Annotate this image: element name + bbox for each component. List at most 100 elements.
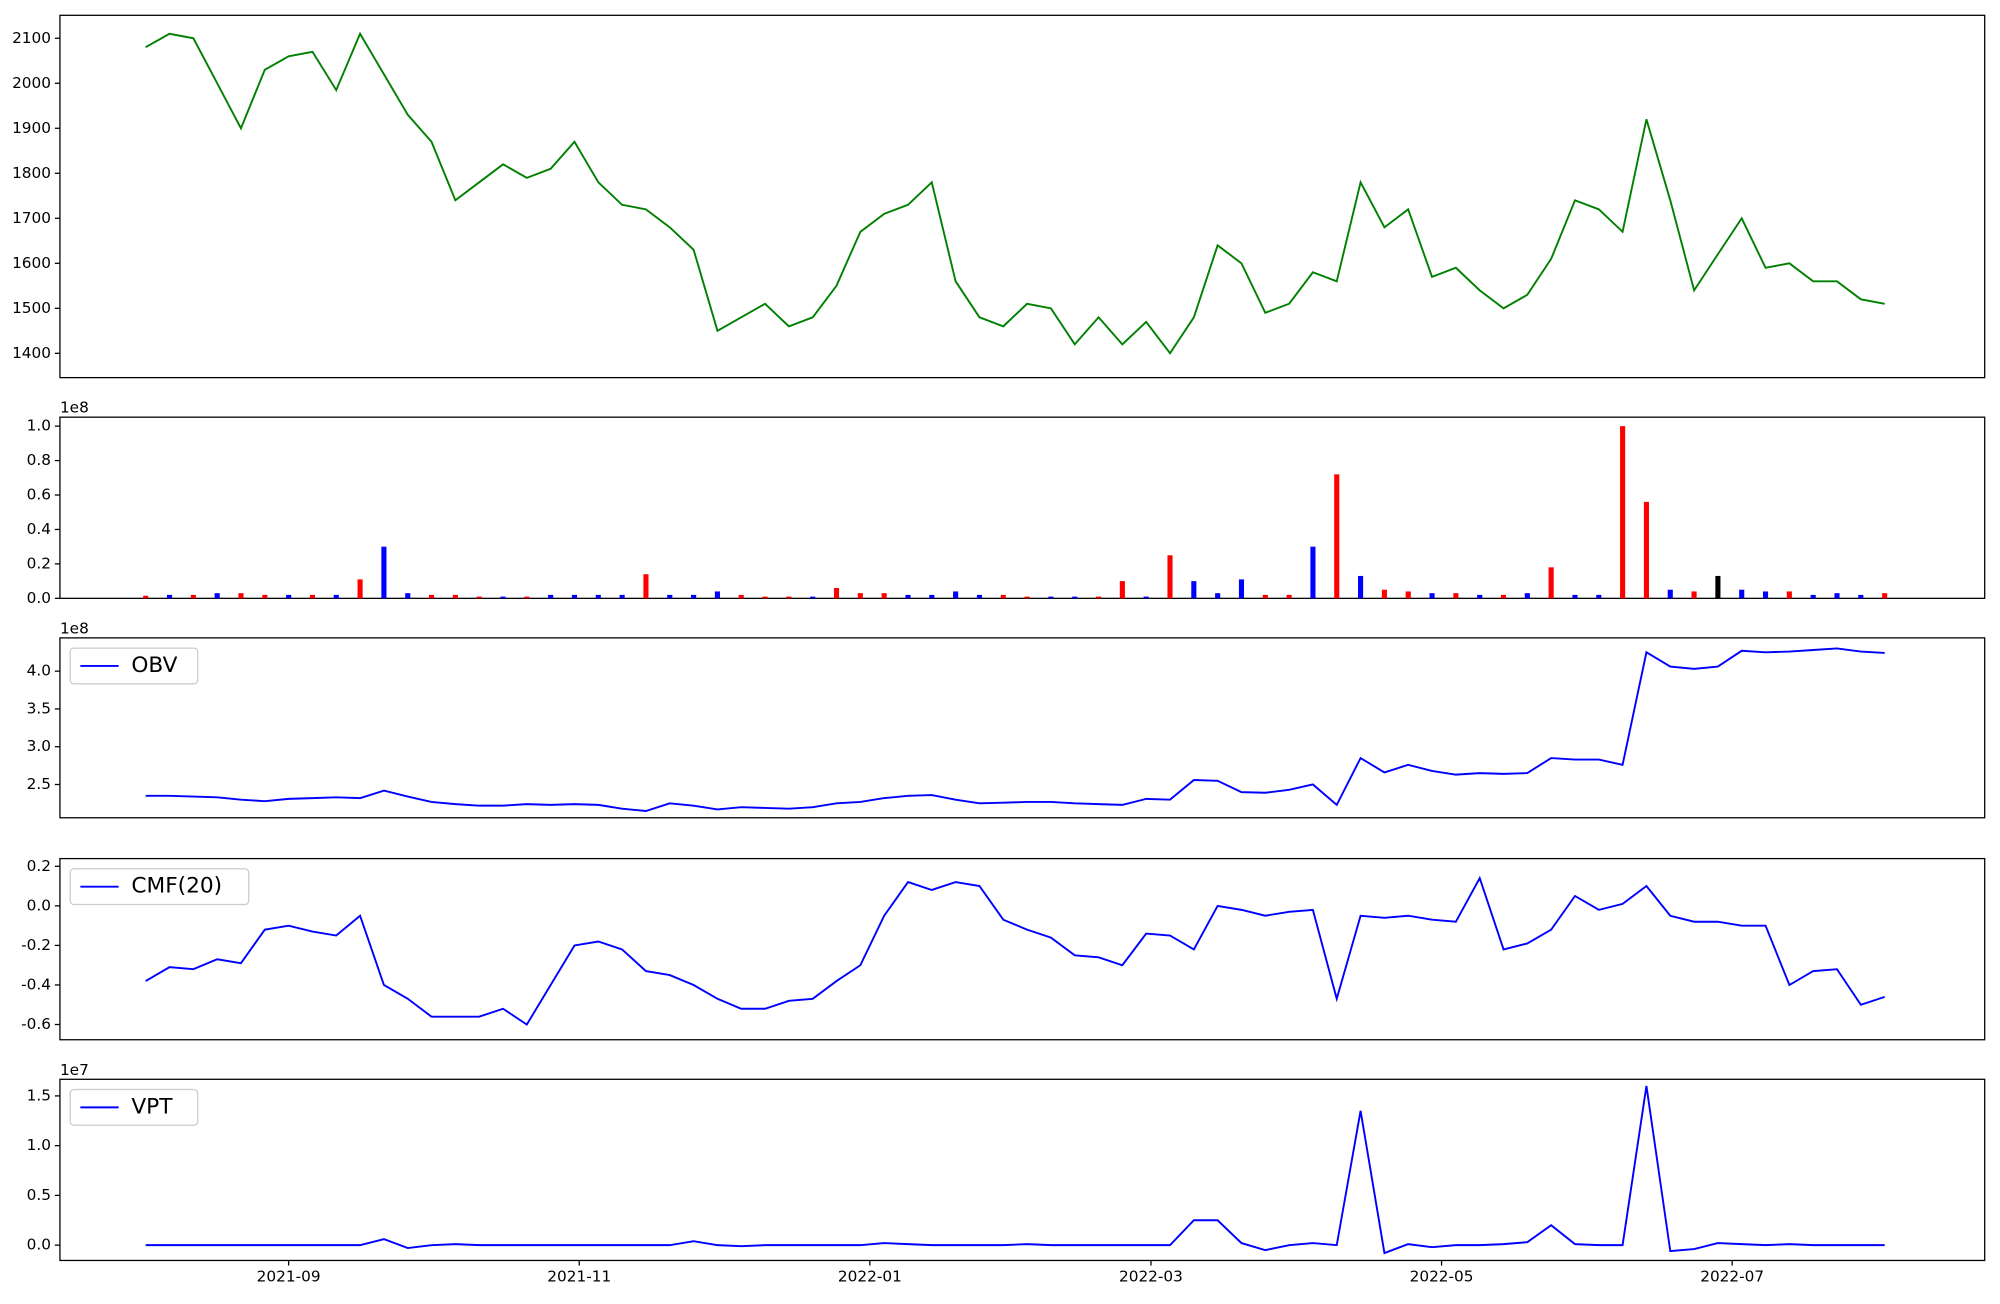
- y-tick-label: 1500: [12, 299, 51, 317]
- bar: [1286, 594, 1292, 599]
- y-tick-label: 0.0: [27, 896, 51, 914]
- y-tick-label: 0.2: [27, 554, 51, 572]
- bar: [833, 587, 840, 599]
- bar: [905, 594, 911, 599]
- bar: [1810, 594, 1816, 599]
- axes-frame: [59, 1078, 1986, 1262]
- bar: [667, 594, 673, 599]
- bar: [1215, 593, 1221, 599]
- bar: [309, 594, 316, 599]
- bar: [1620, 426, 1626, 599]
- x-tick-label: 2022-03: [1119, 1268, 1183, 1286]
- legend-label: VPT: [131, 1094, 173, 1119]
- y-tick-label: 0.0: [27, 589, 51, 607]
- data-line: [145, 1085, 1885, 1255]
- bar: [1834, 593, 1840, 599]
- x-tick-label: 2022-01: [838, 1268, 902, 1286]
- bar: [1500, 594, 1507, 599]
- bar: [857, 593, 863, 599]
- bar: [1262, 594, 1268, 599]
- bar: [1762, 591, 1769, 599]
- y-tick-label: 2.5: [27, 775, 51, 793]
- bar: [286, 594, 292, 599]
- y-tick-label: 1.0: [27, 417, 51, 435]
- data-line: [145, 31, 1885, 355]
- bar: [1334, 474, 1340, 599]
- axes-frame: [59, 14, 1986, 379]
- bar: [691, 594, 697, 599]
- x-tick-label: 2021-11: [547, 1268, 611, 1286]
- bar: [881, 593, 887, 599]
- bar: [405, 593, 411, 599]
- bar: [1524, 593, 1530, 599]
- bar: [1739, 589, 1745, 599]
- bar: [1667, 589, 1673, 599]
- bar: [714, 591, 720, 599]
- bar: [1024, 596, 1030, 599]
- bar: [1238, 579, 1245, 599]
- bar: [976, 594, 982, 599]
- bar: [1596, 594, 1602, 599]
- bar: [238, 593, 244, 599]
- bar: [1548, 567, 1554, 599]
- axes-frame: [59, 416, 1986, 599]
- bar: [571, 594, 578, 599]
- bar: [1858, 594, 1864, 599]
- y-tick-label: 4.0: [27, 662, 51, 680]
- y-tick-label: 2100: [12, 29, 51, 47]
- bar: [548, 594, 554, 599]
- offset-label: 1e8: [60, 399, 89, 417]
- bar: [1882, 593, 1888, 599]
- bar: [1572, 594, 1578, 599]
- y-tick-label: 0.8: [27, 451, 51, 469]
- offset-label: 1e7: [60, 1061, 89, 1079]
- bar: [476, 596, 482, 599]
- bar: [452, 594, 458, 599]
- legend-box: [69, 868, 250, 906]
- bar: [357, 579, 363, 599]
- bar: [1453, 593, 1459, 599]
- y-tick-label: 3.0: [27, 737, 51, 755]
- legend-box: [69, 1088, 199, 1126]
- x-tick-label: 2022-07: [1700, 1268, 1764, 1286]
- bar: [1167, 555, 1173, 599]
- legend-box: [69, 647, 199, 685]
- legend-label: CMF(20): [131, 874, 222, 899]
- y-tick-label: -0.4: [21, 975, 51, 993]
- bar: [1000, 594, 1006, 599]
- offset-label: 1e8: [60, 619, 89, 637]
- bar: [619, 594, 625, 599]
- bar: [1786, 591, 1792, 599]
- bar: [1358, 575, 1364, 599]
- axes-frame: [59, 637, 1986, 819]
- bar: [166, 594, 173, 599]
- legend-label: OBV: [131, 653, 177, 678]
- bar: [1477, 594, 1483, 599]
- bar: [643, 574, 649, 599]
- bar: [262, 594, 268, 599]
- bar: [929, 594, 935, 599]
- x-tick-label: 2021-09: [257, 1268, 321, 1286]
- y-tick-label: 0.4: [27, 520, 51, 538]
- bar: [333, 594, 339, 599]
- y-tick-label: 3.5: [27, 699, 51, 717]
- bar: [738, 594, 744, 599]
- bar: [524, 596, 530, 599]
- bar: [1381, 589, 1387, 599]
- bar: [1429, 593, 1435, 599]
- bar: [1691, 591, 1697, 599]
- bar: [214, 593, 220, 599]
- y-tick-label: 1.0: [27, 1136, 51, 1154]
- bar: [762, 596, 768, 599]
- y-tick-label: -0.2: [21, 936, 51, 954]
- bar: [1715, 575, 1721, 599]
- y-tick-label: 0.2: [27, 857, 51, 875]
- y-tick-label: 0.6: [27, 486, 51, 504]
- data-line: [145, 875, 1885, 1026]
- y-tick-label: -0.6: [21, 1015, 51, 1033]
- bar: [1405, 591, 1411, 599]
- y-tick-label: 1800: [12, 164, 51, 182]
- bar: [1048, 596, 1054, 599]
- bar: [1143, 596, 1149, 599]
